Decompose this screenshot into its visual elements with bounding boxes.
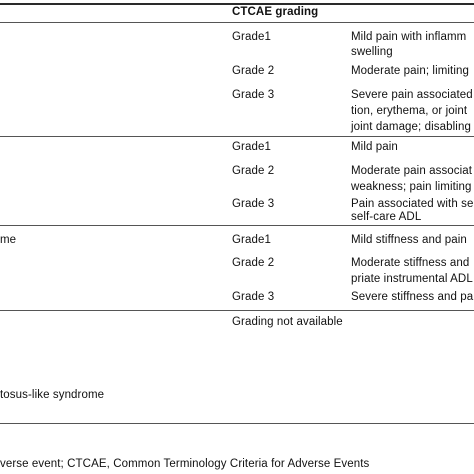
- row-divider-1: [0, 136, 474, 137]
- grade-description: swelling: [351, 46, 393, 58]
- grade-description: Severe stiffness and pa: [351, 291, 474, 303]
- grade-label: Grade1: [232, 234, 271, 246]
- grade-description: Mild stiffness and pain: [351, 234, 467, 246]
- grade-description: tion, erythema, or joint: [351, 105, 468, 117]
- grade-label: Grading not available: [232, 316, 343, 328]
- row-divider-3: [0, 310, 474, 311]
- table-bottom-rule: [0, 423, 474, 424]
- grade-description: Mild pain: [351, 141, 398, 153]
- column-header-ctcae-grading: CTCAE grading: [232, 6, 319, 18]
- table-footnote: verse event; CTCAE, Common Terminology C…: [0, 458, 370, 470]
- grade-description: Moderate pain; limiting: [351, 65, 469, 77]
- header-bottom-rule: [0, 22, 474, 23]
- grade-label: Grade 3: [232, 198, 275, 210]
- grade-label: Grade 3: [232, 89, 275, 101]
- grade-description: priate instrumental ADL: [351, 273, 473, 285]
- grade-description: Severe pain associated: [351, 89, 473, 101]
- grade-label: Grade 3: [232, 291, 275, 303]
- grade-label: Grade 2: [232, 165, 275, 177]
- grade-description: self-care ADL: [351, 211, 422, 223]
- header-top-rule: [0, 3, 474, 5]
- row-label: tosus-like syndrome: [0, 389, 105, 401]
- grade-description: Mild pain with inflamm: [351, 31, 467, 43]
- grade-description: Moderate pain associat: [351, 165, 473, 177]
- grade-label: Grade1: [232, 141, 271, 153]
- row-divider-2: [0, 225, 474, 226]
- row-label: me: [0, 234, 17, 246]
- grade-description: weakness; pain limiting: [351, 181, 472, 193]
- grade-description: joint damage; disabling: [351, 121, 471, 133]
- grade-description: Moderate stiffness and: [351, 257, 470, 269]
- grade-label: Grade 2: [232, 257, 275, 269]
- grade-label: Grade1: [232, 31, 271, 43]
- grade-label: Grade 2: [232, 65, 275, 77]
- grade-description: Pain associated with se: [351, 198, 474, 210]
